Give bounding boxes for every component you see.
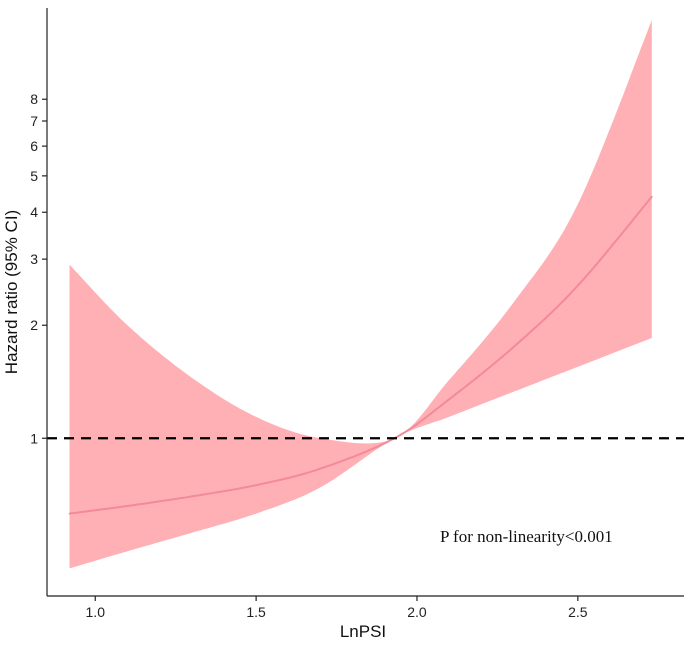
x-tick-label-1: 1.5 [246,604,266,620]
y-tick-label-0: 1 [30,430,38,446]
y-tick-label-1: 2 [30,317,38,333]
data-point-9 [651,195,653,198]
data-point-7 [512,346,515,348]
data-point-6 [448,398,450,401]
plot-area [47,20,684,569]
hazard-ratio-line-0 [69,196,653,515]
y-tick-label-7: 8 [30,91,38,107]
data-point-4 [319,467,322,470]
data-point-0 [68,512,71,515]
x-tick-label-2: 2.0 [407,604,427,620]
ticks: 1 2 3 4 5 6 7 8 1.0 1.5 2.0 2.5 [30,91,588,620]
annotations: P for non-linearity<0.001 [440,527,613,546]
annotation-0: P for non-linearity<0.001 [440,527,613,546]
data-point-3 [255,484,257,487]
data-point-1 [126,505,129,507]
y-axis-title: Hazard ratio (95% CI) [2,210,21,374]
y-tick-label-6: 7 [30,113,38,129]
confidence-band-0 [69,20,652,569]
y-tick-label-2: 3 [30,251,38,267]
x-tick-label-0: 1.0 [86,604,106,620]
x-axis-title: LnPSI [340,622,386,641]
y-tick-label-4: 5 [30,168,38,184]
x-tick-label-3: 2.5 [568,604,588,620]
data-point-8 [577,284,579,287]
y-tick-label-3: 4 [30,204,38,220]
y-tick-label-5: 6 [30,138,38,154]
data-point-2 [191,495,193,498]
